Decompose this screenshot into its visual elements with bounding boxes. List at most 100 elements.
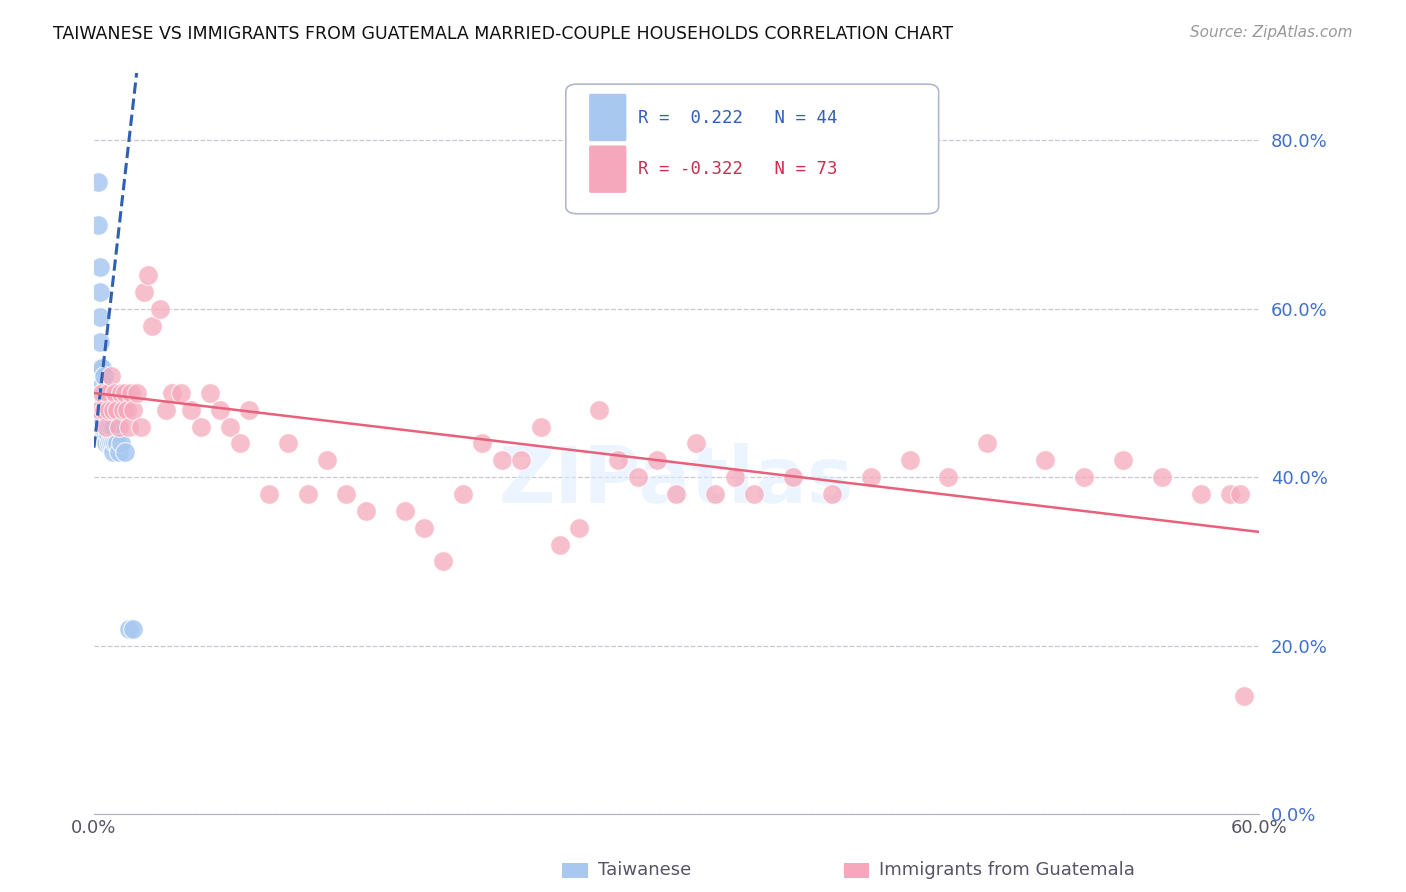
- Point: [704, 487, 727, 501]
- Point: [93, 402, 115, 417]
- Point: [89, 310, 111, 325]
- Point: [94, 436, 117, 450]
- Point: [90, 411, 112, 425]
- Point: [724, 470, 747, 484]
- Point: [218, 419, 240, 434]
- Point: [568, 521, 591, 535]
- Point: [1229, 487, 1251, 501]
- Point: [100, 369, 122, 384]
- Point: [110, 436, 132, 450]
- Point: [354, 504, 377, 518]
- Point: [413, 521, 436, 535]
- Point: [627, 470, 650, 484]
- Point: [98, 402, 121, 417]
- FancyBboxPatch shape: [589, 94, 627, 141]
- Point: [155, 402, 177, 417]
- Text: ZIPatlas: ZIPatlas: [499, 442, 853, 518]
- Point: [898, 453, 921, 467]
- Point: [87, 176, 110, 190]
- Point: [90, 402, 112, 417]
- Point: [93, 386, 115, 401]
- Point: [160, 386, 183, 401]
- Point: [238, 402, 260, 417]
- Point: [94, 411, 117, 425]
- Point: [136, 268, 159, 282]
- Point: [89, 335, 111, 350]
- Point: [93, 369, 115, 384]
- Point: [94, 428, 117, 442]
- Point: [742, 487, 765, 501]
- Point: [1219, 487, 1241, 501]
- Point: [103, 436, 125, 450]
- Point: [108, 419, 131, 434]
- Text: TAIWANESE VS IMMIGRANTS FROM GUATEMALA MARRIED-COUPLE HOUSEHOLDS CORRELATION CHA: TAIWANESE VS IMMIGRANTS FROM GUATEMALA M…: [53, 25, 953, 43]
- Point: [96, 428, 118, 442]
- Point: [1232, 689, 1254, 703]
- Text: Immigrants from Guatemala: Immigrants from Guatemala: [879, 861, 1135, 879]
- Point: [938, 470, 960, 484]
- Point: [105, 402, 128, 417]
- Point: [104, 386, 127, 401]
- Point: [89, 285, 111, 299]
- Point: [645, 453, 668, 467]
- Point: [510, 453, 533, 467]
- Point: [90, 394, 112, 409]
- Point: [87, 218, 110, 232]
- Point: [190, 419, 212, 434]
- Point: [93, 394, 115, 409]
- Point: [200, 386, 222, 401]
- Point: [90, 386, 112, 401]
- Point: [257, 487, 280, 501]
- Point: [134, 285, 156, 299]
- Point: [607, 453, 630, 467]
- Point: [103, 419, 125, 434]
- Point: [180, 402, 202, 417]
- Point: [1150, 470, 1173, 484]
- Point: [782, 470, 804, 484]
- Point: [118, 622, 141, 636]
- Point: [100, 436, 122, 450]
- Point: [90, 386, 112, 401]
- Point: [94, 394, 117, 409]
- Point: [98, 411, 121, 425]
- Point: [548, 537, 571, 551]
- Point: [118, 419, 141, 434]
- Point: [112, 402, 135, 417]
- Point: [1035, 453, 1057, 467]
- Point: [96, 411, 118, 425]
- Point: [821, 487, 844, 501]
- Point: [100, 419, 122, 434]
- Point: [432, 554, 454, 568]
- Point: [125, 386, 148, 401]
- Text: R = -0.322   N = 73: R = -0.322 N = 73: [638, 161, 838, 178]
- Point: [96, 386, 118, 401]
- Point: [277, 436, 299, 450]
- Point: [93, 411, 115, 425]
- Point: [120, 386, 142, 401]
- Point: [93, 428, 115, 442]
- Point: [115, 402, 138, 417]
- Point: [98, 419, 121, 434]
- Point: [588, 402, 610, 417]
- Point: [129, 419, 152, 434]
- Point: [121, 622, 143, 636]
- Point: [114, 445, 136, 459]
- Point: [228, 436, 250, 450]
- Point: [859, 470, 882, 484]
- Point: [1189, 487, 1212, 501]
- Point: [529, 419, 551, 434]
- Point: [93, 402, 115, 417]
- Point: [394, 504, 416, 518]
- Point: [89, 360, 111, 375]
- Point: [103, 445, 125, 459]
- Point: [491, 453, 513, 467]
- Point: [141, 318, 163, 333]
- Point: [209, 402, 232, 417]
- Point: [94, 419, 117, 434]
- Point: [665, 487, 688, 501]
- Point: [149, 301, 172, 316]
- Point: [94, 419, 117, 434]
- Point: [98, 436, 121, 450]
- FancyBboxPatch shape: [589, 145, 627, 193]
- Point: [297, 487, 319, 501]
